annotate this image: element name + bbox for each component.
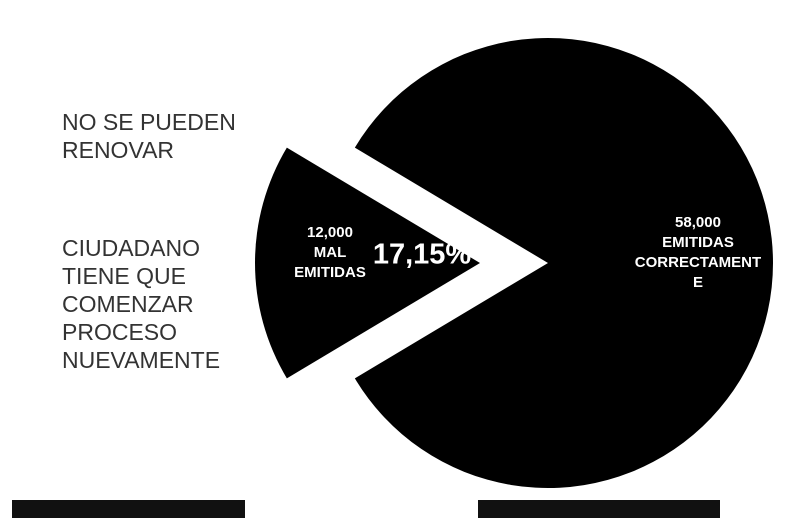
note: CIUDADANO TIENE QUE COMENZAR PROCESO NUE… [62,235,221,373]
bar-decoration [478,500,720,518]
pie-slice [255,147,480,379]
value-label: 12,000 [307,224,353,241]
percent-label: 17,15% [373,239,472,271]
category-line: EMITIDAS [294,264,366,281]
category-line: CORRECTAMENT [635,254,761,271]
category-line: EMITIDAS [662,234,734,251]
note: NO SE PUEDEN RENOVAR [62,109,236,163]
category-label: EMITIDAS CORRECTAMENT E [635,234,761,291]
category-label: MAL EMITIDAS [294,244,366,281]
pie-slice [354,38,774,488]
category-line: E [693,274,703,291]
bar-decoration [12,500,245,518]
value-label: 58,000 [675,214,721,231]
category-line: MAL [314,244,347,261]
